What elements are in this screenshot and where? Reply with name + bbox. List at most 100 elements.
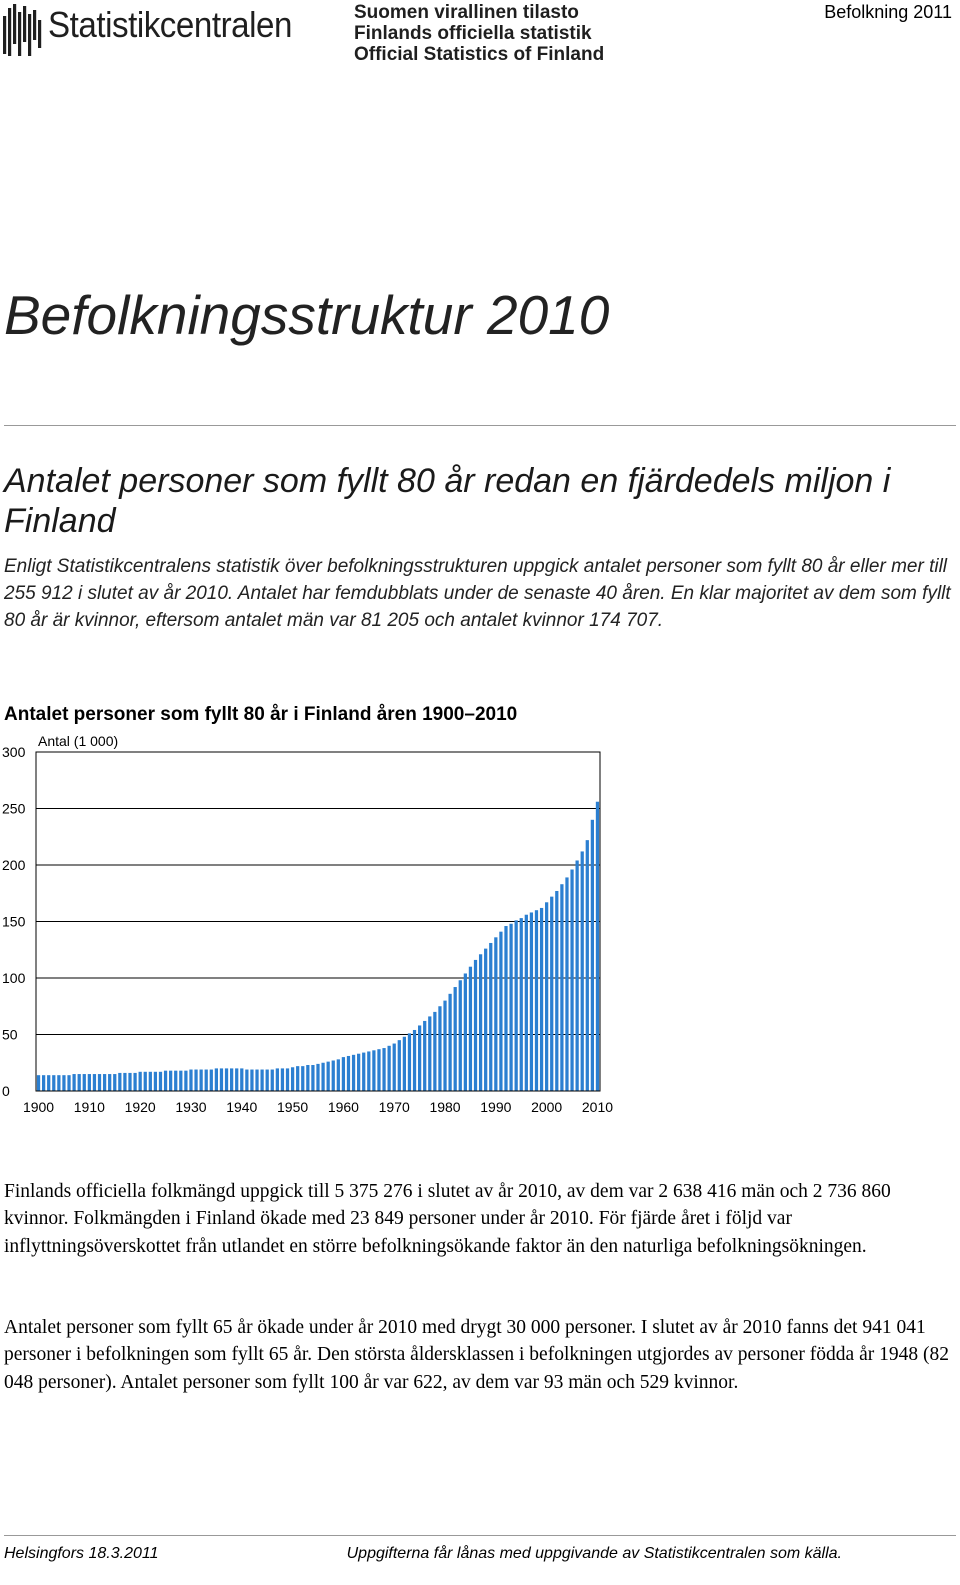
bar-1957 [326, 1061, 330, 1091]
bar-1914 [108, 1074, 112, 1091]
bar-1965 [367, 1051, 371, 1091]
bar-1940 [240, 1068, 244, 1091]
x-tick-label: 2010 [582, 1099, 613, 1115]
bar-1902 [47, 1075, 51, 1091]
footer-divider [4, 1535, 956, 1536]
official-statistics-label: Suomen virallinen tilasto Finlands offic… [354, 2, 604, 65]
bar-1903 [52, 1075, 56, 1091]
bar-1983 [458, 980, 462, 1091]
bar-1956 [321, 1062, 325, 1091]
page-title: Befolkningsstruktur 2010 [4, 284, 610, 346]
official-line-en: Official Statistics of Finland [354, 44, 605, 65]
bar-1929 [184, 1070, 188, 1091]
bar-1980 [443, 1000, 447, 1091]
bar-2002 [555, 890, 559, 1091]
bar-1941 [245, 1069, 249, 1091]
bar-1952 [301, 1066, 305, 1091]
x-tick-labels: 1900 1910 1920 1930 1940 1950 1960 1970 1980 1990… [23, 1099, 613, 1115]
publication-name: Befolkning 2011 [824, 2, 952, 22]
section-subtitle: Antalet personer som fyllt 80 år redan e… [4, 462, 891, 540]
bar-1933 [204, 1069, 208, 1091]
bar-1908 [77, 1074, 81, 1091]
bar-1930 [189, 1069, 193, 1091]
bar-2008 [585, 840, 589, 1091]
bar-2003 [560, 884, 564, 1091]
bar-1999 [539, 907, 544, 1091]
statistikcentralen-logo-icon [3, 4, 42, 56]
title-divider [4, 425, 956, 426]
bar-1907 [72, 1074, 76, 1091]
x-tick-label: 1940 [226, 1099, 257, 1115]
bar-1958 [331, 1060, 335, 1091]
y-tick-label: 0 [2, 1083, 10, 1099]
bar-1922 [148, 1071, 152, 1091]
bar-1996 [524, 914, 528, 1091]
body-paragraph-2: Antalet personer som fyllt 65 år ökade u… [4, 1317, 949, 1393]
bar-1962 [351, 1054, 356, 1091]
bar-1937 [224, 1068, 229, 1091]
bar-1971 [397, 1040, 401, 1091]
footer-date: Helsingfors 18.3.2011 [4, 1545, 159, 1562]
bar-1912 [97, 1074, 102, 1091]
bar-1963 [357, 1053, 361, 1091]
bar-1977 [428, 1016, 432, 1091]
y-axis-label: Antal (1 000) [38, 733, 118, 749]
bar-1928 [179, 1070, 183, 1091]
bar-1905 [62, 1075, 66, 1091]
bar-1909 [82, 1074, 86, 1091]
bar-1959 [336, 1059, 340, 1091]
bar-1939 [235, 1068, 239, 1091]
bar-1906 [67, 1075, 71, 1091]
bar-2000 [545, 902, 549, 1091]
bar-1950 [290, 1067, 295, 1091]
bar-1901 [42, 1075, 46, 1091]
bar-1916 [118, 1072, 122, 1091]
bar-1954 [311, 1065, 315, 1091]
bar-1953 [306, 1065, 310, 1091]
bar-1967 [377, 1049, 381, 1091]
bar-1949 [285, 1068, 290, 1091]
bar-1985 [468, 966, 473, 1091]
bar-1919 [133, 1072, 137, 1091]
y-tick-label: 250 [2, 801, 26, 817]
bar-1978 [433, 1011, 437, 1091]
bar-1923 [153, 1071, 158, 1091]
bar-1982 [453, 987, 457, 1091]
bar-1979 [438, 1006, 442, 1091]
chart-bars [36, 801, 600, 1091]
x-tick-label: 2000 [531, 1099, 562, 1115]
x-tick-label: 1980 [429, 1099, 460, 1115]
bar-1973 [407, 1033, 412, 1091]
y-tick-label: 150 [2, 914, 26, 930]
bar-1911 [92, 1074, 97, 1091]
bar-1987 [478, 954, 483, 1091]
chart-title: Antalet personer som fyllt 80 år i Finla… [4, 704, 518, 725]
bar-1932 [199, 1069, 203, 1091]
intro-paragraph: Enligt Statistikcentralens statistik öve… [4, 556, 951, 631]
bar-1998 [534, 910, 539, 1091]
bar-2007 [580, 851, 584, 1091]
plot-frame [35, 751, 601, 1092]
bar-1986 [473, 959, 478, 1091]
bar-1948 [280, 1068, 285, 1091]
bar-1972 [402, 1036, 406, 1091]
bar-2004 [565, 877, 569, 1091]
bar-1917 [123, 1072, 127, 1091]
bar-2009 [590, 819, 594, 1091]
bar-1970 [392, 1043, 396, 1091]
bar-1913 [102, 1074, 107, 1091]
bar-1955 [316, 1063, 320, 1091]
x-tick-label: 1950 [277, 1099, 308, 1115]
bar-1936 [219, 1068, 224, 1091]
bar-1943 [255, 1069, 259, 1091]
bar-1969 [387, 1045, 391, 1091]
bar-1992 [504, 926, 508, 1091]
bar-1915 [113, 1074, 117, 1091]
bar-1931 [194, 1069, 198, 1091]
y-tick-label: 200 [2, 857, 26, 873]
bar-1995 [519, 918, 523, 1091]
bar-1947 [275, 1068, 279, 1091]
bar-1961 [346, 1055, 351, 1091]
bar-1964 [362, 1052, 366, 1091]
bar-1976 [423, 1020, 427, 1091]
